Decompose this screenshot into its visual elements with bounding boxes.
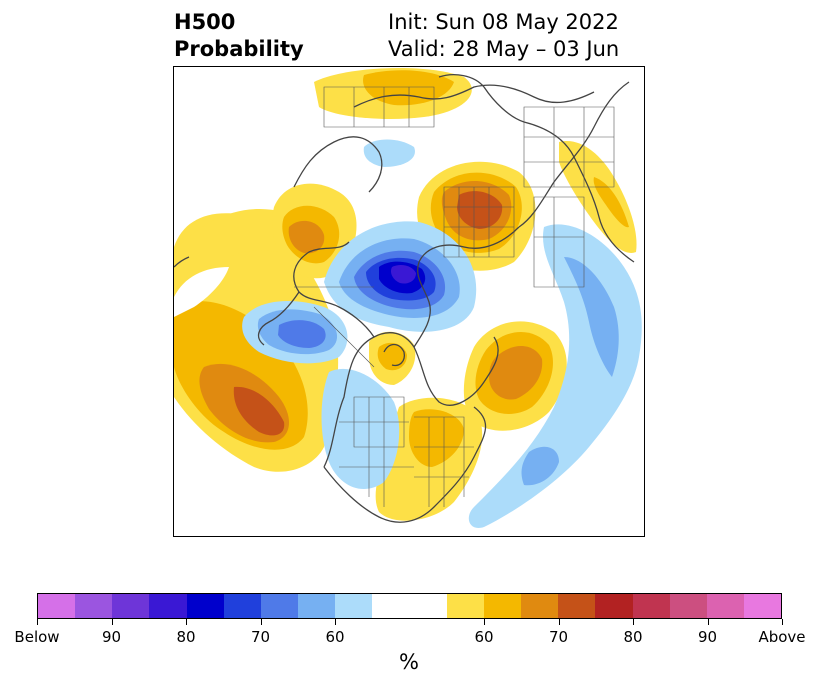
colorbar-tick-label: Above (758, 628, 806, 646)
colorbar-segment (558, 594, 596, 618)
colorbar-segment (186, 594, 224, 618)
colorbar-segment (75, 594, 113, 618)
colorbar-segment (409, 594, 447, 618)
anomaly-east-siberia (468, 224, 642, 528)
date-info: Init: Sun 08 May 2022 Valid: 28 May – 03… (388, 9, 619, 63)
init-date: Init: Sun 08 May 2022 (388, 10, 619, 34)
colorbar-segment (446, 594, 484, 618)
anomaly-beaufort-sea (242, 301, 348, 364)
colorbar-segment (743, 594, 782, 618)
colorbar-tick (483, 619, 485, 625)
borders (294, 86, 615, 507)
colorbar-tick-label: 90 (697, 628, 718, 646)
colorbar-tick (185, 619, 187, 625)
anomaly-greenland-sea (324, 221, 477, 332)
colorbar-tick (36, 619, 38, 625)
title-line-1: H500 (174, 10, 236, 34)
colorbar-tick (558, 619, 560, 625)
anomaly-central-us (321, 368, 400, 490)
anomaly-north-atlantic (463, 321, 567, 431)
colorbar-tick (260, 619, 262, 625)
colorbar-tick (707, 619, 709, 625)
colorbar-tick (781, 619, 783, 625)
valid-date: Valid: 28 May – 03 Jun (388, 37, 620, 61)
colorbar-segment (595, 594, 633, 618)
colorbar-tick (111, 619, 113, 625)
colorbar-tick-label: 70 (250, 628, 271, 646)
map-canvas (174, 67, 642, 528)
anomaly-east-asia (559, 141, 637, 253)
colorbar-segment (632, 594, 670, 618)
colorbar-segment (298, 594, 336, 618)
colorbar-segment (483, 594, 522, 618)
colorbar-segment (260, 594, 299, 618)
colorbar-segment (706, 594, 744, 618)
title-line-2: Probability (174, 37, 304, 61)
colorbar-segment (38, 594, 76, 618)
colorbar-segment (112, 594, 150, 618)
map-title: H500 Probability (174, 9, 304, 63)
colorbar-tick-label: 80 (176, 628, 196, 646)
anomaly-alaska (272, 183, 357, 279)
probability-map[interactable] (173, 66, 645, 537)
colorbar-unit: % (399, 650, 419, 674)
colorbar-tick (334, 619, 336, 625)
colorbar-tick-label: 60 (325, 628, 345, 646)
colorbar-tick-label: 60 (474, 628, 494, 646)
colorbar-segment (149, 594, 187, 618)
colorbar-segment (669, 594, 707, 618)
colorbar (37, 593, 782, 619)
colorbar-tick (632, 619, 634, 625)
colorbar-segment (335, 594, 373, 618)
colorbar-tick-label: 70 (548, 628, 569, 646)
colorbar-tick-label: Below (14, 628, 60, 646)
colorbar-segment (521, 594, 559, 618)
colorbar-segment (223, 594, 261, 618)
colorbar-segment (372, 594, 410, 618)
colorbar-tick-label: 90 (101, 628, 122, 646)
colorbar-tick-label: 80 (623, 628, 643, 646)
coastlines (174, 74, 635, 523)
anomaly-scandinavia-blue (363, 139, 415, 167)
